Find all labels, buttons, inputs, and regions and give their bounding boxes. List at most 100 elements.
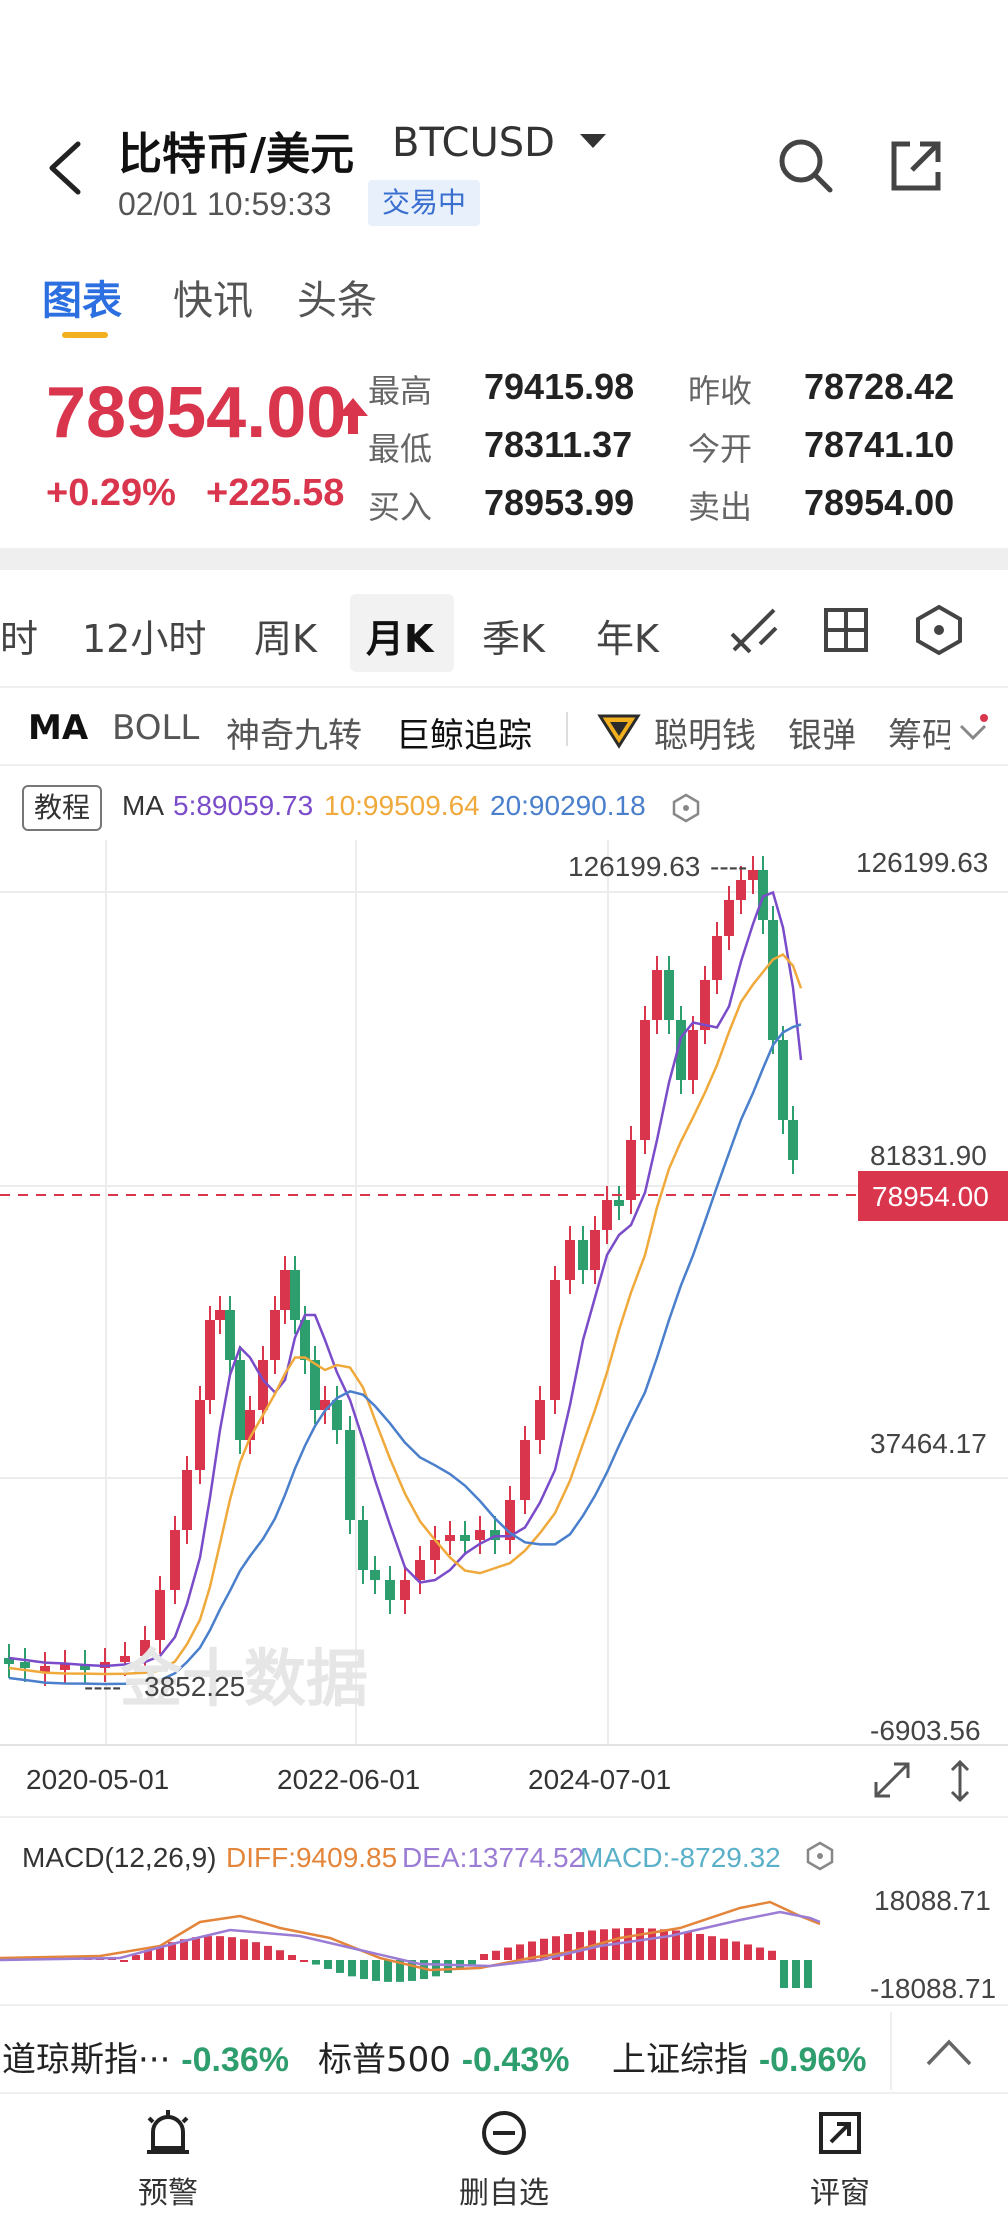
period-tab-weekly[interactable]: 周K <box>254 617 317 661</box>
macd-bar <box>216 1936 224 1960</box>
macd-bar <box>192 1937 200 1960</box>
stat-value-open: 78741.10 <box>804 424 955 465</box>
alarm-icon <box>147 2110 189 2154</box>
candle <box>652 970 662 1020</box>
back-icon[interactable] <box>40 138 90 198</box>
period-tab-monthly[interactable]: 月K <box>366 617 434 661</box>
arrow-up-icon <box>338 398 368 434</box>
section-divider <box>0 548 1008 570</box>
tab-headlines[interactable]: 头条 <box>297 278 377 324</box>
symbol-selector[interactable]: BTCUSD <box>392 120 555 166</box>
macd-bar <box>492 1950 500 1960</box>
candle <box>60 1664 70 1670</box>
candle <box>724 900 734 936</box>
macd-bar <box>504 1947 512 1960</box>
macd-bar <box>156 1945 164 1960</box>
nav-remove-watchlist[interactable]: 删自选 <box>424 2108 584 2212</box>
share-icon[interactable] <box>886 136 946 196</box>
candle <box>170 1530 180 1590</box>
indicator-smart-money[interactable]: 聪明钱 <box>654 716 756 756</box>
macd-bar <box>792 1960 800 1988</box>
chevron-up-icon[interactable] <box>924 2032 974 2072</box>
nav-popout[interactable]: 评窗 <box>760 2108 920 2212</box>
chevron-down-icon[interactable] <box>956 714 990 748</box>
macd-bar <box>432 1960 440 1977</box>
candle <box>700 980 710 1030</box>
candle <box>245 1410 255 1440</box>
indicator-ma[interactable]: MA <box>28 708 89 748</box>
y-axis-label-2: 81831.90 <box>870 1140 987 1171</box>
indicator-chips[interactable]: 筹码 <box>888 716 950 756</box>
tutorial-button[interactable]: 教程 <box>22 785 102 831</box>
macd-bar <box>204 1936 212 1960</box>
macd-bar <box>552 1936 560 1960</box>
candle <box>614 1200 624 1206</box>
indicator-silver-bullet[interactable]: 银弹 <box>788 716 856 756</box>
fullscreen-icon[interactable] <box>870 1758 914 1802</box>
y-axis-label-1: 126199.63 <box>856 847 988 878</box>
layout-grid-icon[interactable] <box>822 606 870 654</box>
candle <box>385 1580 395 1600</box>
macd-bar <box>240 1939 248 1960</box>
ticker-item-sp500[interactable]: 标普500 -0.43% <box>318 2032 569 2081</box>
macd-bar <box>672 1930 680 1960</box>
macd-chart[interactable]: 18088.71 -18088.71 <box>0 1880 1008 2000</box>
indicator-whale[interactable]: 巨鲸追踪 <box>396 716 532 756</box>
candle <box>676 1020 686 1080</box>
ma-settings-icon[interactable] <box>670 792 702 824</box>
macd-bar <box>288 1955 296 1960</box>
page-title: 比特币/美元 <box>118 129 355 180</box>
macd-settings-icon[interactable] <box>804 1840 836 1872</box>
stat-label-low: 最低 <box>368 430 433 468</box>
macd-bar <box>336 1960 344 1973</box>
macd-bar <box>720 1938 728 1960</box>
candle <box>400 1580 410 1600</box>
candle <box>748 870 758 880</box>
ticker-item-shcomp[interactable]: 上证综指 -0.96% <box>612 2032 867 2081</box>
candle <box>290 1270 300 1320</box>
candle <box>535 1400 545 1440</box>
period-tab-quarterly[interactable]: 季K <box>482 617 545 661</box>
vertical-resize-icon[interactable] <box>942 1756 978 1806</box>
quote-time: 02/01 10:59:33 <box>118 186 332 222</box>
candle <box>320 1400 330 1410</box>
candle <box>505 1500 515 1540</box>
candle <box>195 1400 205 1470</box>
candle <box>40 1666 50 1672</box>
candle <box>235 1360 245 1440</box>
tab-news[interactable]: 快讯 <box>173 278 253 324</box>
caret-down-icon[interactable] <box>580 134 606 148</box>
period-tab-12h[interactable]: 12小时 <box>82 617 207 661</box>
nav-alert[interactable]: 预警 <box>88 2108 248 2212</box>
candle <box>565 1240 575 1280</box>
candle <box>258 1360 268 1410</box>
candlestick-chart[interactable]: 金十数据 78954.00 126199.63 81831.90 37464.1… <box>0 840 1008 1750</box>
candle <box>445 1535 455 1541</box>
min-price-dashes: ---- <box>84 1671 121 1702</box>
period-tab-hour[interactable]: 时 <box>0 617 39 661</box>
macd-bar <box>480 1954 488 1960</box>
draw-tool-icon[interactable] <box>728 604 780 656</box>
current-price-tag-bg <box>858 1171 1008 1221</box>
macd-value: MACD:-8729.32 <box>580 1842 781 1873</box>
ticker-name-sp500: 标普500 <box>318 2040 451 2080</box>
candle <box>688 1030 698 1080</box>
period-tab-yearly[interactable]: 年K <box>596 617 659 661</box>
stat-value-high: 79415.98 <box>484 366 635 407</box>
macd-bar <box>564 1933 572 1960</box>
indicator-td9[interactable]: 神奇九转 <box>226 716 362 756</box>
ticker-name-dow: 道琼斯指··· <box>2 2040 171 2080</box>
settings-hex-icon[interactable] <box>914 604 964 656</box>
ticker-divider <box>890 2012 892 2090</box>
macd-bar <box>300 1960 308 1962</box>
candle <box>768 920 778 1040</box>
candle <box>120 1656 130 1662</box>
macd-bar <box>276 1950 284 1960</box>
ticker-item-dow[interactable]: 道琼斯指··· -0.36% <box>2 2032 289 2081</box>
current-price: 78954.00 <box>46 373 347 453</box>
candle <box>300 1320 310 1360</box>
indicator-boll[interactable]: BOLL <box>112 708 200 748</box>
search-icon[interactable] <box>776 136 836 196</box>
tab-chart[interactable]: 图表 <box>42 278 122 324</box>
remove-watchlist-icon <box>482 2111 526 2155</box>
